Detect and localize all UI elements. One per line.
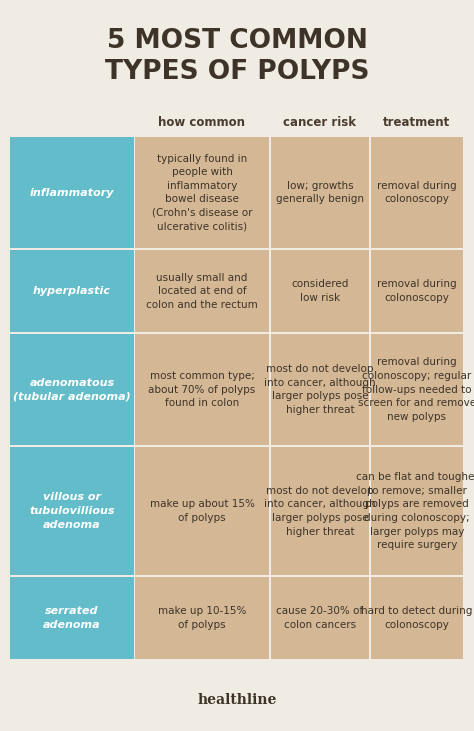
Text: treatment: treatment [383, 115, 451, 129]
Text: most common type;
about 70% of polyps
found in colon: most common type; about 70% of polyps fo… [148, 371, 255, 408]
Bar [271, 447, 369, 575]
Text: usually small and
located at end of
colon and the rectum: usually small and located at end of colo… [146, 273, 258, 310]
Bar [371, 447, 463, 575]
Bar [10, 137, 134, 249]
Bar [371, 577, 463, 659]
Text: removal during
colonoscopy: removal during colonoscopy [377, 279, 457, 303]
Text: cause 20-30% of
colon cancers: cause 20-30% of colon cancers [276, 606, 364, 630]
Text: most do not develop
into cancer, although
larger polyps pose
higher threat: most do not develop into cancer, althoug… [264, 486, 376, 537]
Bar [10, 577, 134, 659]
Text: 5 MOST COMMON
TYPES OF POLYPS: 5 MOST COMMON TYPES OF POLYPS [105, 28, 369, 85]
Text: can be flat and tougher
to remove; smaller
polyps are removed
during colonoscopy: can be flat and tougher to remove; small… [356, 472, 474, 550]
Bar [135, 250, 269, 332]
Text: inflammatory: inflammatory [30, 188, 114, 197]
Text: removal during
colonoscopy; regular
follow-ups needed to
screen for and remove
n: removal during colonoscopy; regular foll… [358, 357, 474, 422]
Text: removal during
colonoscopy: removal during colonoscopy [377, 181, 457, 205]
Text: villous or
tubulovillious
adenoma: villous or tubulovillious adenoma [29, 492, 115, 530]
Bar [271, 137, 369, 249]
Text: healthline: healthline [197, 693, 277, 707]
Text: most do not develop
into cancer, although
larger polyps pose
higher threat: most do not develop into cancer, althoug… [264, 364, 376, 415]
Bar [10, 334, 134, 445]
Bar [135, 447, 269, 575]
Bar [371, 137, 463, 249]
Bar [135, 137, 269, 249]
Bar [271, 577, 369, 659]
Bar [371, 334, 463, 445]
Bar [271, 334, 369, 445]
Text: cancer risk: cancer risk [283, 115, 356, 129]
Text: typically found in
people with
inflammatory
bowel disease
(Crohn's disease or
ul: typically found in people with inflammat… [152, 154, 252, 232]
Bar [10, 447, 134, 575]
Text: hyperplastic: hyperplastic [33, 286, 111, 296]
Text: adenomatous
(tubular adenoma): adenomatous (tubular adenoma) [13, 378, 131, 401]
Bar [135, 577, 269, 659]
Text: make up 10-15%
of polyps: make up 10-15% of polyps [158, 606, 246, 630]
Bar [371, 250, 463, 332]
Text: how common: how common [158, 115, 246, 129]
Text: considered
low risk: considered low risk [292, 279, 349, 303]
Text: make up about 15%
of polyps: make up about 15% of polyps [150, 499, 255, 523]
Text: low; growths
generally benign: low; growths generally benign [276, 181, 364, 205]
Text: serrated
adenoma: serrated adenoma [43, 606, 101, 630]
Bar [271, 250, 369, 332]
Bar [10, 250, 134, 332]
Text: hard to detect during
colonoscopy: hard to detect during colonoscopy [361, 606, 473, 630]
Bar [135, 334, 269, 445]
